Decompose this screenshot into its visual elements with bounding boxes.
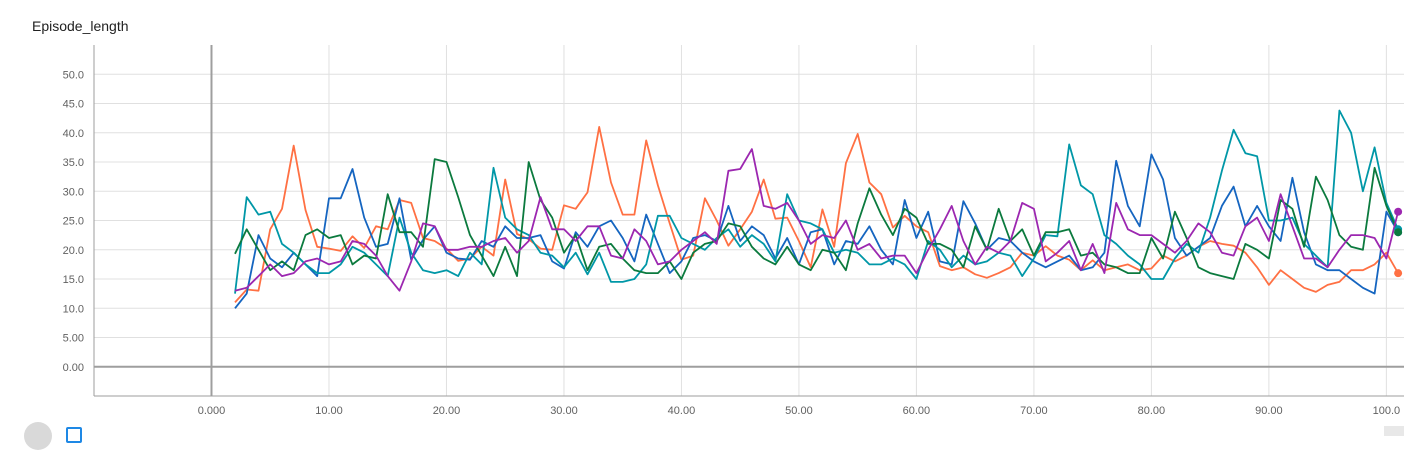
y-tick-label: 15.0 — [63, 274, 84, 286]
series-end-dot-5 — [1394, 207, 1403, 216]
chart-title: Episode_length — [32, 18, 129, 34]
x-tick-label: 50.00 — [785, 405, 813, 417]
x-tick-label: 60.00 — [903, 405, 931, 417]
y-tick-label: 40.0 — [63, 128, 84, 140]
x-tick-label: 0.000 — [198, 405, 226, 417]
series-line-1 — [234, 126, 1399, 304]
series-lines — [234, 109, 1399, 309]
y-tick-label: 20.0 — [63, 245, 84, 257]
axes — [93, 45, 1404, 397]
x-tick-label: 100.0 — [1373, 405, 1401, 417]
y-tick-labels: 0.00 5.00 10.0 15.0 20.0 25.0 30.0 35.0 40.0 45.0… — [63, 69, 84, 374]
series-line-3 — [234, 109, 1399, 294]
y-tick-label: 45.0 — [63, 99, 84, 111]
log-scale-checkbox[interactable] — [66, 427, 82, 443]
y-tick-label: 25.0 — [63, 216, 84, 228]
x-tick-label: 10.00 — [315, 405, 343, 417]
series-line-2 — [234, 153, 1399, 309]
x-tick-label: 90.00 — [1255, 405, 1283, 417]
x-tick-label: 70.00 — [1020, 405, 1048, 417]
y-tick-label: 5.00 — [63, 333, 84, 345]
y-tick-label: 35.0 — [63, 157, 84, 169]
x-tick-label: 80.00 — [1138, 405, 1166, 417]
line-chart: 0.000 10.00 20.00 30.00 40.00 50.00 60.00 70.00… — [63, 45, 1404, 417]
y-tick-label: 30.0 — [63, 186, 84, 198]
grid-lines — [94, 45, 1404, 396]
y-tick-label: 10.0 — [63, 303, 84, 315]
series-end-dot-1 — [1394, 269, 1403, 278]
series-end-markers — [1394, 207, 1403, 278]
y-tick-label: 50.0 — [63, 69, 84, 81]
series-end-dot-4 — [1394, 228, 1403, 237]
expand-chart-button[interactable] — [24, 422, 52, 450]
x-tick-label: 30.00 — [550, 405, 578, 417]
fit-domain-button[interactable] — [1384, 426, 1404, 436]
y-tick-label: 0.00 — [63, 362, 84, 374]
series-line-5 — [234, 148, 1399, 292]
x-tick-labels: 0.000 10.00 20.00 30.00 40.00 50.00 60.00 70.00… — [198, 405, 1400, 417]
x-tick-label: 20.00 — [433, 405, 461, 417]
x-tick-label: 40.00 — [668, 405, 696, 417]
series-line-4 — [234, 158, 1399, 280]
